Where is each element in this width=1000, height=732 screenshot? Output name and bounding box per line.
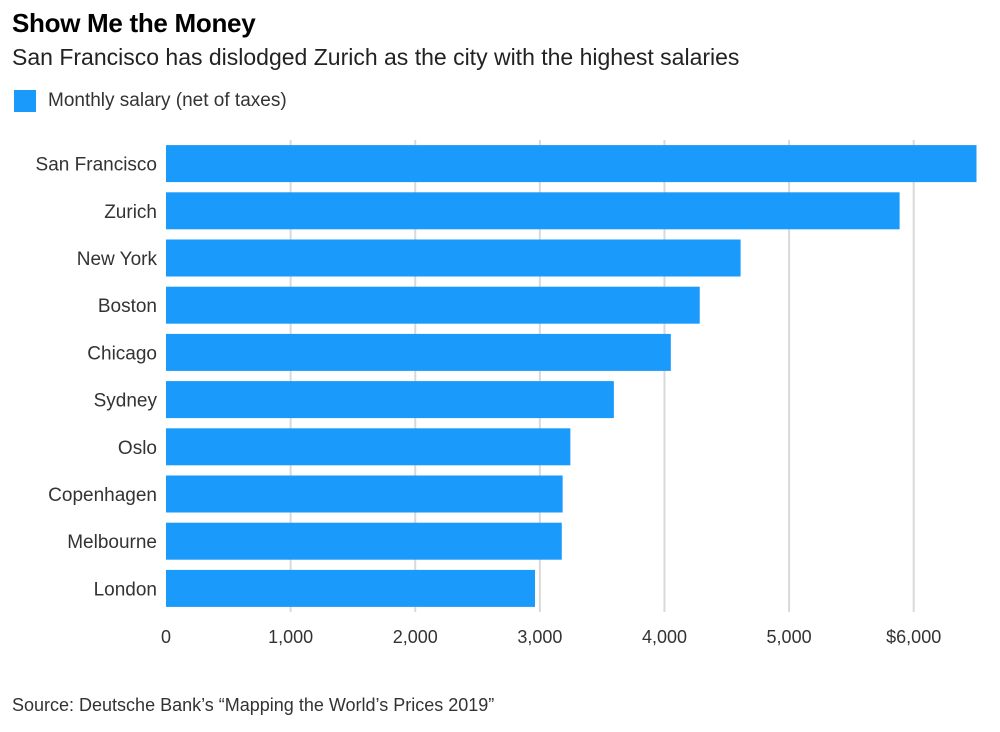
category-label: Boston: [98, 296, 157, 317]
bars: [166, 145, 977, 607]
bar: [166, 381, 614, 419]
category-label: New York: [77, 249, 158, 270]
category-labels: San Francisco Zurich New York Boston Chicago…: [36, 155, 158, 601]
legend-label: Monthly salary (net of taxes): [48, 90, 287, 111]
legend-swatch: [14, 90, 36, 112]
bar: [166, 192, 900, 230]
bar: [166, 522, 562, 560]
category-label: Melbourne: [67, 532, 157, 553]
bar: [166, 286, 700, 324]
category-label: Zurich: [104, 202, 157, 223]
bar: [166, 569, 535, 607]
category-label: Oslo: [118, 438, 157, 459]
x-tick-label: 0: [161, 627, 171, 647]
category-label: San Francisco: [36, 155, 157, 176]
chart-title: Show Me the Money: [12, 8, 256, 38]
category-label: Sydney: [94, 391, 158, 412]
x-tick-label: $6,000: [886, 627, 941, 647]
category-label: Chicago: [87, 343, 157, 364]
bar: [166, 333, 671, 371]
bar: [166, 475, 563, 513]
category-label: Copenhagen: [48, 485, 157, 506]
source-note: Source: Deutsche Bank’s “Mapping the Wor…: [12, 695, 495, 715]
bar: [166, 239, 741, 277]
bar: [166, 428, 571, 466]
x-axis-tick-labels: 0 1,000 2,000 3,000 4,000 5,000 $6,000: [161, 627, 941, 647]
x-tick-label: 4,000: [642, 627, 687, 647]
chart-subtitle: San Francisco has dislodged Zurich as th…: [12, 44, 740, 70]
x-tick-label: 2,000: [393, 627, 438, 647]
category-label: London: [94, 579, 157, 600]
bar-chart: San Francisco Zurich New York Boston Chicago…: [36, 140, 977, 647]
x-tick-label: 1,000: [268, 627, 313, 647]
bar: [166, 145, 977, 183]
x-tick-label: 5,000: [767, 627, 812, 647]
legend: Monthly salary (net of taxes): [14, 90, 287, 112]
x-tick-label: 3,000: [517, 627, 562, 647]
